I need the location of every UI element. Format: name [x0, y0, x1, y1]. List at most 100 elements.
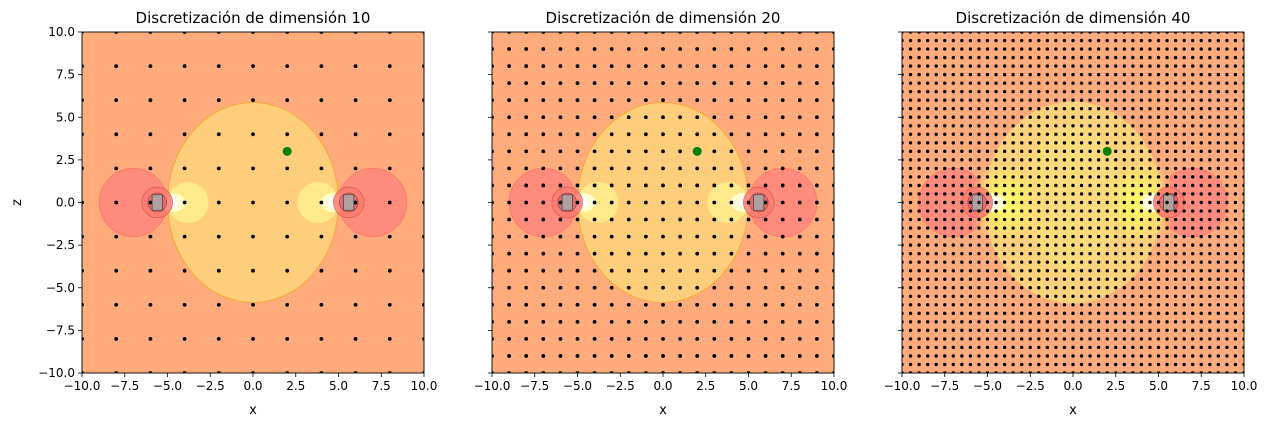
grid-point	[644, 98, 648, 103]
grid-point	[968, 320, 973, 324]
grid-point	[943, 158, 947, 162]
grid-point	[626, 251, 631, 256]
grid-point	[985, 158, 990, 162]
grid-point	[695, 98, 700, 103]
grid-point	[985, 286, 990, 290]
grid-point	[1156, 328, 1161, 333]
grid-point	[917, 226, 921, 230]
grid-point	[1173, 286, 1178, 290]
grid-point	[1199, 243, 1203, 247]
grid-point	[925, 192, 930, 196]
left-glow	[167, 181, 209, 224]
grid-point	[1088, 124, 1092, 128]
grid-point	[1131, 81, 1135, 85]
grid-point	[1182, 328, 1186, 333]
grid-point	[1182, 200, 1186, 205]
grid-point	[1096, 311, 1101, 316]
grid-point	[1011, 89, 1015, 94]
grid-point	[977, 47, 981, 51]
grid-point	[934, 303, 938, 307]
grid-point	[1208, 320, 1212, 324]
grid-point	[1114, 260, 1118, 264]
grid-point	[1011, 217, 1015, 222]
grid-point	[1225, 354, 1229, 358]
grid-point	[1131, 98, 1135, 102]
grid-point	[925, 98, 930, 102]
grid-point	[815, 183, 819, 188]
grid-point	[1011, 55, 1015, 60]
grid-point	[507, 268, 511, 273]
grid-point	[1071, 72, 1075, 77]
grid-point	[1028, 234, 1032, 239]
grid-point	[507, 98, 511, 103]
grid-point	[1079, 277, 1084, 281]
grid-point	[1045, 294, 1050, 298]
grid-point	[917, 47, 921, 51]
grid-point	[917, 89, 921, 94]
grid-point	[994, 303, 998, 307]
grid-point	[661, 200, 665, 205]
grid-point	[746, 115, 751, 120]
grid-point	[1182, 209, 1186, 213]
grid-point	[960, 72, 964, 77]
grid-point	[1191, 311, 1195, 316]
grid-point	[1225, 107, 1229, 111]
grid-point	[943, 337, 947, 341]
grid-point	[917, 149, 921, 154]
grid-point	[934, 183, 938, 188]
grid-point	[644, 234, 648, 239]
grid-point	[1002, 362, 1007, 367]
grid-point	[285, 337, 290, 341]
grid-point	[661, 166, 665, 171]
grid-point	[1182, 149, 1186, 154]
grid-point	[1139, 47, 1144, 51]
grid-point	[780, 47, 785, 51]
grid-point	[1079, 311, 1084, 316]
grid-point	[626, 337, 631, 341]
grid-point	[541, 200, 546, 205]
grid-point	[1096, 354, 1101, 358]
grid-point	[1037, 251, 1041, 256]
grid-point	[746, 268, 751, 273]
grid-point	[934, 286, 938, 290]
grid-point	[1037, 217, 1041, 222]
grid-point	[780, 64, 785, 68]
grid-point	[592, 200, 597, 205]
grid-point	[82, 371, 84, 373]
grid-point	[1233, 328, 1238, 333]
grid-point	[1045, 251, 1050, 256]
grid-point	[524, 268, 529, 273]
grid-point	[908, 311, 913, 316]
grid-point	[712, 32, 717, 34]
grid-point	[1054, 89, 1058, 94]
grid-point	[1165, 260, 1169, 264]
grid-point	[644, 166, 648, 171]
grid-point	[1037, 260, 1041, 264]
grid-point	[182, 302, 187, 307]
grid-point	[1028, 124, 1032, 128]
grid-point	[1225, 200, 1229, 205]
grid-point	[943, 311, 947, 316]
grid-point	[592, 251, 597, 256]
grid-point	[951, 55, 955, 60]
grid-point	[1037, 200, 1041, 205]
grid-point	[644, 285, 648, 290]
grid-point	[626, 302, 631, 307]
grid-point	[1208, 192, 1212, 196]
grid-point	[1216, 47, 1221, 51]
grid-point	[1071, 55, 1075, 60]
grid-point	[1156, 286, 1161, 290]
grid-point	[422, 32, 424, 34]
grid-point	[1079, 141, 1084, 145]
grid-point	[1182, 303, 1186, 307]
grid-point	[960, 124, 964, 128]
grid-point	[1148, 183, 1152, 188]
grid-point	[1096, 251, 1101, 256]
grid-point	[1002, 115, 1007, 119]
grid-point	[1002, 226, 1007, 230]
grid-point	[678, 132, 682, 137]
grid-point	[1088, 55, 1092, 60]
grid-point	[1199, 320, 1203, 324]
grid-point	[422, 166, 424, 171]
grid-point	[1208, 354, 1212, 358]
